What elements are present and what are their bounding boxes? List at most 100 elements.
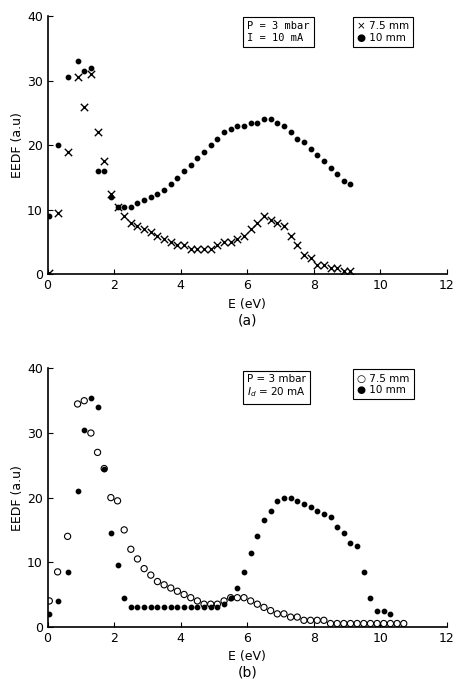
Point	[101, 463, 108, 474]
Point	[213, 133, 221, 144]
Point	[347, 618, 354, 629]
Point	[274, 117, 281, 128]
Point	[353, 541, 361, 552]
Point	[174, 172, 181, 183]
Point	[227, 592, 234, 603]
X-axis label: E (eV): E (eV)	[228, 650, 266, 663]
Point	[120, 592, 128, 603]
Point	[294, 133, 301, 144]
Point	[87, 392, 95, 403]
Point	[240, 566, 248, 577]
Point	[174, 585, 181, 596]
Point	[320, 615, 328, 626]
Point	[64, 72, 71, 83]
Point	[127, 217, 135, 228]
Point	[194, 243, 201, 254]
Point	[280, 220, 288, 231]
Point	[194, 595, 201, 606]
Point	[254, 117, 261, 128]
Point	[54, 140, 62, 151]
Point	[174, 240, 181, 251]
Point	[353, 618, 361, 629]
Point	[360, 566, 368, 577]
Point	[187, 159, 194, 170]
Point	[200, 599, 208, 610]
Point	[46, 211, 53, 222]
Point	[160, 602, 168, 613]
Point	[274, 608, 281, 619]
Point	[134, 553, 141, 564]
Point	[334, 169, 341, 180]
Point	[81, 395, 88, 406]
Point	[207, 602, 214, 613]
Point	[213, 599, 221, 610]
Point	[120, 211, 128, 222]
Point	[107, 492, 115, 503]
Point	[274, 217, 281, 228]
Point	[127, 544, 135, 555]
Point	[260, 602, 267, 613]
Point	[74, 398, 81, 409]
Point	[194, 602, 201, 613]
Point	[114, 560, 121, 571]
Point	[200, 147, 208, 158]
Point	[54, 566, 62, 577]
Point	[46, 595, 53, 606]
Point	[247, 224, 254, 235]
Point	[46, 608, 53, 619]
Point	[87, 63, 95, 74]
Point	[107, 528, 115, 539]
Point	[114, 201, 121, 212]
Point	[140, 195, 148, 206]
Point	[174, 602, 181, 613]
Text: P = 3 mbar
$I_d$ = 20 mA: P = 3 mbar $I_d$ = 20 mA	[247, 374, 306, 400]
Point	[393, 618, 401, 629]
Point	[101, 156, 108, 167]
Point	[220, 599, 228, 610]
Point	[267, 214, 274, 225]
Point	[340, 528, 348, 539]
Point	[200, 602, 208, 613]
Point	[247, 117, 254, 128]
Point	[154, 602, 161, 613]
Point	[87, 69, 95, 80]
Point	[154, 576, 161, 587]
Point	[167, 237, 174, 248]
Point	[134, 602, 141, 613]
Point	[280, 608, 288, 619]
Point	[101, 463, 108, 474]
Point	[334, 522, 341, 533]
Point	[320, 156, 328, 167]
Point	[387, 618, 394, 629]
Point	[314, 259, 321, 270]
Text: (b): (b)	[238, 665, 257, 680]
Point	[314, 615, 321, 626]
Point	[207, 243, 214, 254]
Point	[347, 537, 354, 548]
Point	[94, 447, 101, 458]
Point	[167, 583, 174, 594]
Point	[340, 266, 348, 277]
Point	[81, 65, 88, 76]
Point	[64, 566, 71, 577]
Y-axis label: EEDF (a.u): EEDF (a.u)	[11, 464, 24, 530]
Point	[300, 250, 308, 261]
Point	[320, 259, 328, 270]
Point	[247, 547, 254, 558]
Point	[373, 605, 381, 616]
Point	[127, 201, 135, 212]
Point	[300, 615, 308, 626]
Point	[147, 227, 155, 238]
Point	[220, 127, 228, 138]
Point	[340, 175, 348, 186]
Point	[74, 486, 81, 497]
Point	[340, 618, 348, 629]
Point	[287, 127, 295, 138]
Point	[327, 511, 334, 522]
Point	[213, 602, 221, 613]
Point	[254, 599, 261, 610]
Point	[233, 120, 241, 131]
Point	[94, 127, 101, 138]
Point	[294, 612, 301, 623]
Point	[180, 589, 188, 600]
